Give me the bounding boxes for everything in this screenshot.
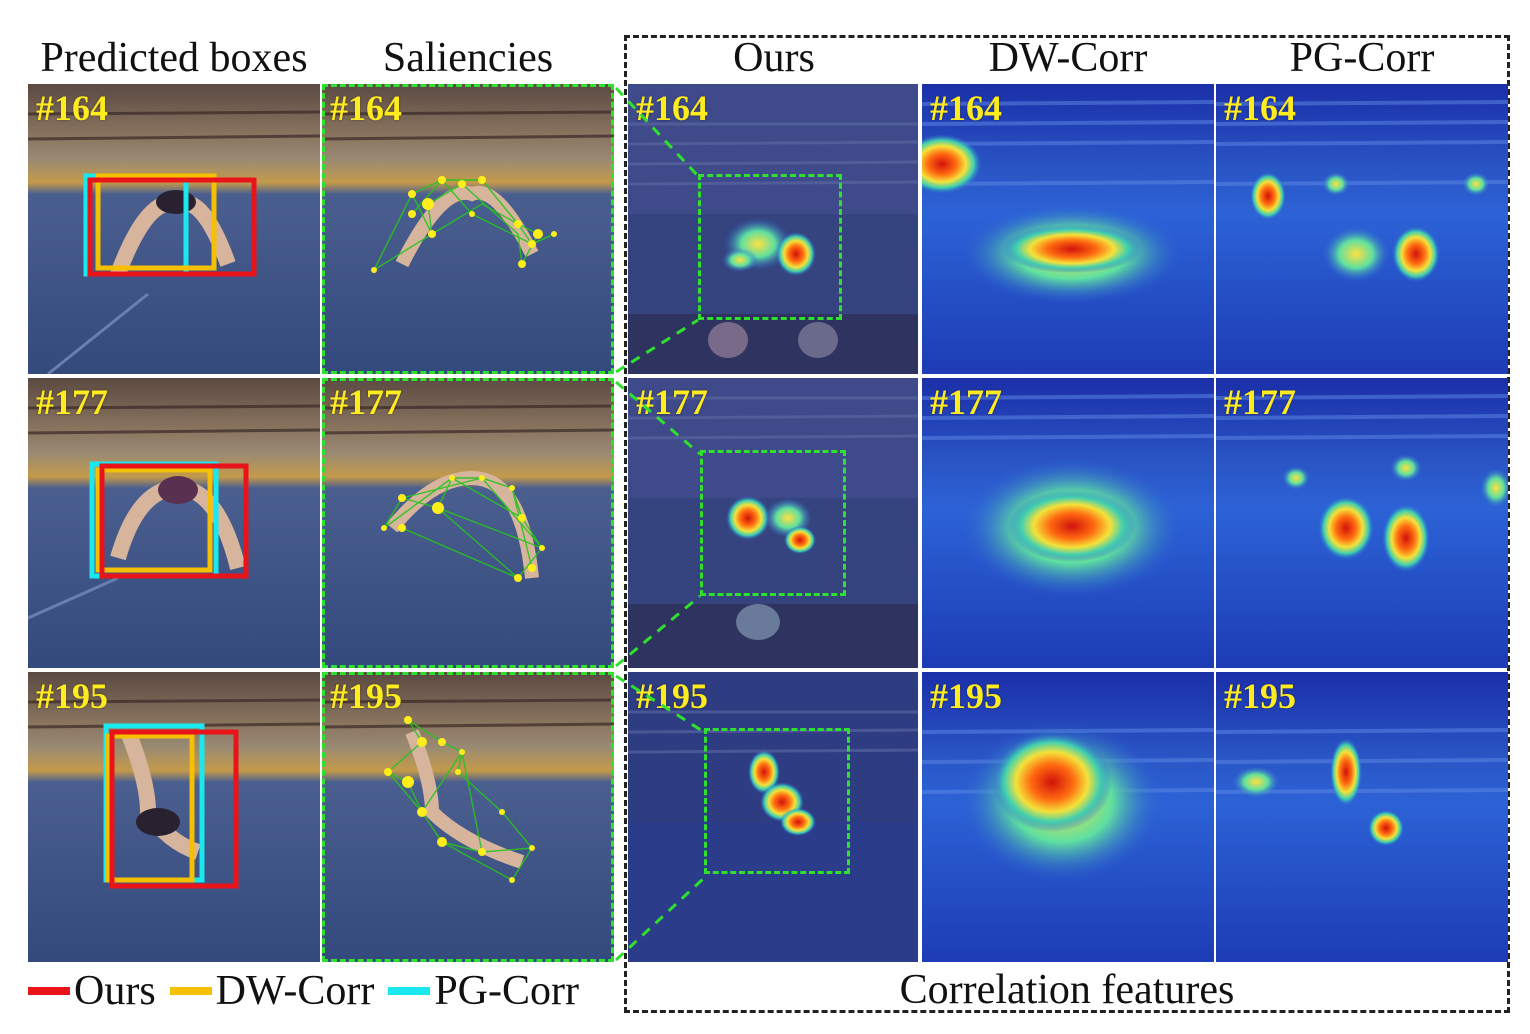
pg-corr-correlation-177: #177: [1216, 378, 1508, 668]
header-dw-corr: DW-Corr: [988, 35, 1148, 81]
correlation-features-frame: [624, 35, 1510, 1013]
frame-number: #177: [930, 382, 1002, 422]
legend: Ours DW-Corr PG-Corr: [28, 966, 618, 1016]
zoom-region-box: [322, 84, 614, 374]
ours-correlation-195: #195: [628, 672, 918, 962]
frame-number: #164: [1224, 88, 1296, 128]
predicted-boxes-frame-164: #164: [28, 84, 320, 374]
header-pg-corr: PG-Corr: [1289, 35, 1435, 81]
zoom-region-box: [704, 728, 850, 874]
zoom-region-box: [322, 672, 614, 962]
legend-swatch-dw-corr: [169, 987, 212, 995]
frame-number: #164: [330, 88, 402, 128]
legend-swatch-ours: [28, 987, 70, 995]
ours-correlation-177: #177: [628, 378, 918, 668]
dw-corr-correlation-164: #164: [922, 84, 1214, 374]
frame-number: #195: [330, 676, 402, 716]
frame-number: #195: [36, 676, 108, 716]
saliency-frame-195: #195: [322, 672, 614, 962]
saliency-frame-164: #164: [322, 84, 614, 374]
header-saliencies: Saliencies: [382, 35, 554, 81]
zoom-region-box: [698, 174, 842, 320]
frame-number: #177: [1224, 382, 1296, 422]
frame-number: #164: [636, 88, 708, 128]
frame-number: #177: [636, 382, 708, 422]
frame-number: #177: [330, 382, 402, 422]
zoom-region-box: [700, 450, 846, 596]
frame-number: #195: [1224, 676, 1296, 716]
predicted-boxes-frame-195: #195: [28, 672, 320, 962]
frame-number: #195: [930, 676, 1002, 716]
legend-label-dw-corr: DW-Corr: [215, 968, 375, 1014]
dw-corr-correlation-177: #177: [922, 378, 1214, 668]
correlation-features-caption: Correlation features: [899, 967, 1235, 1013]
legend-label-pg-corr: PG-Corr: [434, 968, 579, 1014]
pg-corr-correlation-195: #195: [1216, 672, 1508, 962]
header-ours: Ours: [733, 35, 815, 81]
dw-corr-correlation-195: #195: [922, 672, 1214, 962]
frame-number: #164: [930, 88, 1002, 128]
frame-number: #164: [36, 88, 108, 128]
zoom-connector-lines: [614, 86, 706, 962]
legend-label-ours: Ours: [74, 968, 156, 1014]
pg-corr-correlation-164: #164: [1216, 84, 1508, 374]
legend-swatch-pg-corr: [388, 987, 431, 995]
zoom-region-box: [322, 378, 614, 668]
predicted-boxes-frame-177: #177: [28, 378, 320, 668]
frame-number: #177: [36, 382, 108, 422]
header-predicted-boxes: Predicted boxes: [40, 35, 308, 81]
saliency-frame-177: #177: [322, 378, 614, 668]
ours-correlation-164: #164: [628, 84, 918, 374]
